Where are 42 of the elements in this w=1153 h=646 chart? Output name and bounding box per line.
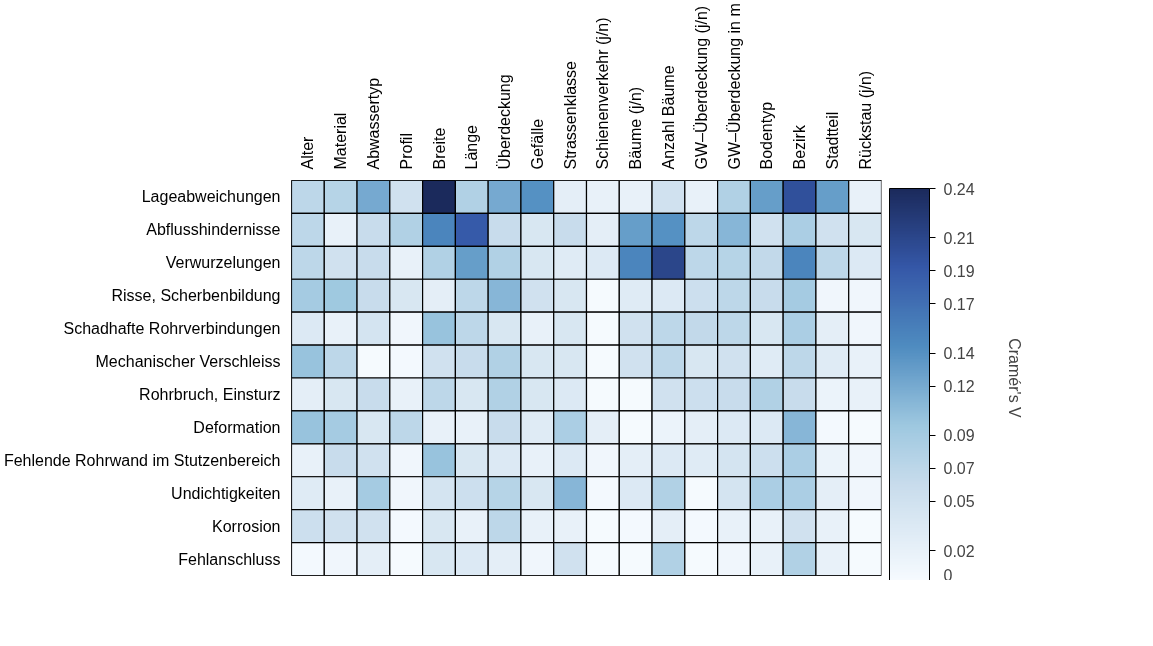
color-bar-label: 0.14 — [943, 345, 975, 363]
y-tick-label: Korrosion — [212, 517, 281, 535]
y-tick-label: Mechanischer Verschleiss — [95, 353, 281, 371]
color-bar-title: Cramér's V — [1005, 338, 1023, 419]
color-bar-label: 0.24 — [943, 180, 975, 198]
x-tick-label: Breite — [430, 127, 448, 170]
x-tick-label: Rückstau (j/n) — [856, 70, 874, 170]
x-tick-label: Gefälle — [528, 118, 546, 170]
x-tick-label: Abwassertyp — [364, 77, 382, 170]
color-bar-label: 0.21 — [943, 229, 975, 247]
y-tick-label: Fehlende Rohrwand im Stutzenbereich — [3, 451, 281, 469]
y-tick-label: Risse, Scherbenbildung — [111, 287, 281, 305]
color-bar-label: 0.09 — [943, 427, 975, 445]
color-bar-label: 0.12 — [943, 378, 975, 395]
color-bar-label: 0.17 — [943, 295, 975, 313]
x-tick-label: GW–Überdeckung in m — [725, 3, 743, 170]
color-bar-label: 0 — [943, 566, 953, 584]
color-bar-label: 0.07 — [943, 460, 975, 478]
x-tick-label: Überdeckung — [496, 74, 514, 170]
x-tick-label: Länge — [463, 124, 481, 170]
y-tick-label: Undichtigkeiten — [171, 484, 281, 502]
y-tick-label: Schadhafte Rohrverbindungen — [63, 320, 281, 338]
x-tick-label: Anzahl Bäume — [659, 65, 677, 170]
x-tick-label: Bezirk — [791, 124, 809, 170]
color-bar-label: 0.19 — [943, 262, 975, 280]
x-tick-label: Material — [332, 112, 350, 170]
x-tick-label: Stadtteil — [823, 111, 841, 170]
color-bar-label: 0.05 — [943, 493, 975, 511]
y-tick-label: Rohrbruch, Einsturz — [139, 385, 281, 403]
y-tick-label: Deformation — [193, 418, 281, 436]
y-tick-label: Fehlanschluss — [178, 550, 281, 568]
y-tick-label: Lageabweichungen — [141, 188, 281, 206]
x-tick-label: GW–Überdeckung (j/n) — [692, 5, 710, 170]
x-tick-label: Profil — [397, 133, 415, 170]
x-tick-label: Bodentyp — [758, 101, 776, 170]
y-tick-label: Abflusshindernisse — [146, 221, 281, 239]
x-tick-label: Bäume (j/n) — [627, 86, 645, 170]
y-tick-label: Verwurzelungen — [165, 254, 281, 272]
x-tick-label: Alter — [299, 135, 317, 170]
color-bar-label: 0.02 — [943, 542, 975, 560]
x-tick-label: Strassenklasse — [561, 60, 579, 170]
x-tick-label: Schienenverkehr (j/n) — [594, 17, 612, 170]
